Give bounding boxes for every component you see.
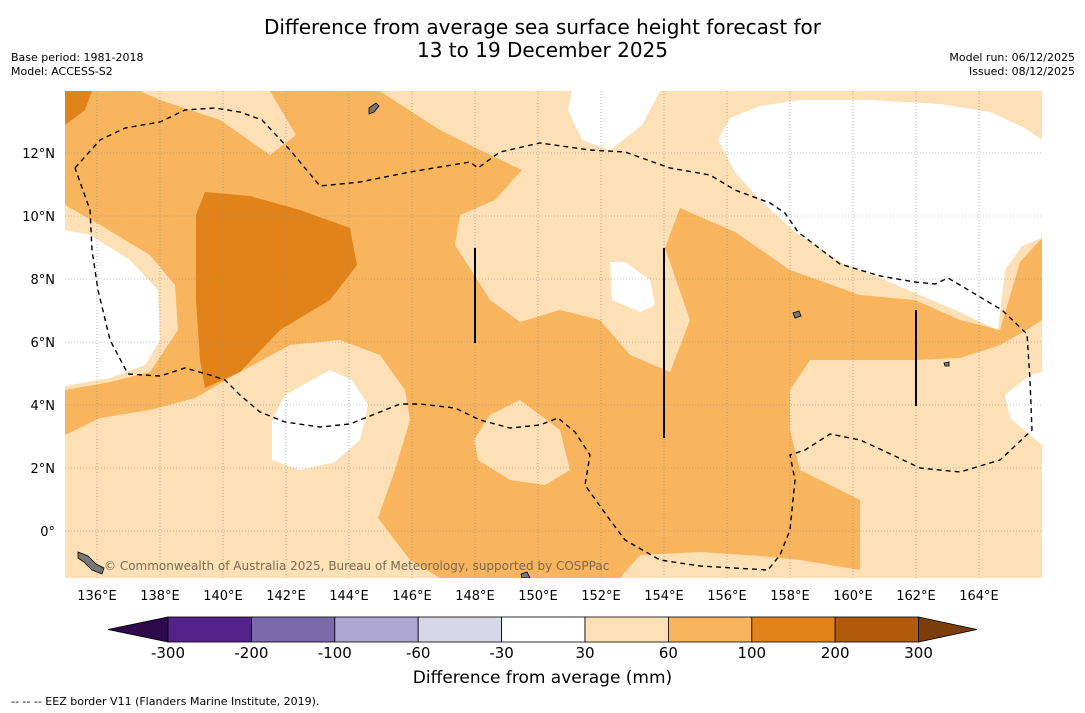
lon-tick-label: 146°E <box>392 589 432 604</box>
issued-date: Issued: 08/12/2025 <box>968 65 1075 78</box>
meta-right: Model run: 06/12/2025 Issued: 08/12/2025 <box>949 51 1075 79</box>
colorbar: -300 -200 -100 -60 -30 30 60 100 200 300 <box>107 616 978 662</box>
anomaly-band-dark <box>196 192 357 388</box>
map-field: © Commonwealth of Australia 2025, Bureau… <box>65 91 1042 578</box>
colorbar-tick-label: 60 <box>659 644 678 662</box>
island <box>943 361 950 367</box>
island <box>792 310 802 319</box>
lon-tick-label: 164°E <box>959 589 999 604</box>
colorbar-tick-label: -200 <box>234 644 268 662</box>
eez-border <box>74 107 1033 571</box>
colorbar-segment <box>501 616 586 643</box>
lat-tick-label: 2°N <box>31 462 56 477</box>
anomaly-band-neutral <box>272 370 368 470</box>
colorbar-tick-label: 200 <box>821 644 850 662</box>
anomaly-band-neutral <box>610 262 655 312</box>
island <box>520 571 531 578</box>
lon-tick-label: 144°E <box>329 589 369 604</box>
lat-tick-label: 4°N <box>31 399 56 414</box>
lon-tick-label: 140°E <box>203 589 243 604</box>
colorbar-tick-label: -100 <box>318 644 352 662</box>
lon-tick-label: 136°E <box>77 589 117 604</box>
colorbar-segment <box>584 616 669 643</box>
colorbar-tick-label: -60 <box>406 644 431 662</box>
base-period: Base period: 1981-2018 <box>11 51 144 64</box>
lon-tick-label: 148°E <box>455 589 495 604</box>
lat-tick-label: 0° <box>40 525 55 540</box>
lon-tick-label: 142°E <box>266 589 306 604</box>
colorbar-tick-label: 30 <box>575 644 594 662</box>
lon-tick-label: 156°E <box>707 589 747 604</box>
anomaly-band-dark <box>65 91 92 125</box>
anomaly-band-neutral <box>718 100 1042 330</box>
colorbar-title: Difference from average (mm) <box>412 668 673 688</box>
anomaly-band-neutral <box>568 91 660 150</box>
lon-tick-label: 150°E <box>518 589 558 604</box>
lon-tick-label: 160°E <box>833 589 873 604</box>
model-run: Model run: 06/12/2025 <box>949 51 1075 64</box>
colorbar-under-arrow <box>107 616 169 643</box>
lon-tick-label: 162°E <box>896 589 936 604</box>
latitude-axis: 12°N 10°N 8°N 6°N 4°N 2°N 0° <box>22 147 55 540</box>
model-name: Model: ACCESS-S2 <box>11 65 113 78</box>
colorbar-over-arrow <box>918 616 978 643</box>
anomaly-band-light <box>620 552 880 578</box>
lat-tick-label: 10°N <box>22 210 55 225</box>
colorbar-segment <box>417 616 503 643</box>
chart-title-line-1: Difference from average sea surface heig… <box>263 15 822 39</box>
colorbar-segment <box>751 616 836 643</box>
island <box>77 551 105 575</box>
eez-legend-note: -- -- -- EEZ border V11 (Flanders Marine… <box>11 695 320 708</box>
colorbar-segment <box>250 616 336 643</box>
gridlines <box>65 91 1042 578</box>
colorbar-tick-label: -30 <box>489 644 514 662</box>
lon-tick-label: 138°E <box>140 589 180 604</box>
lat-tick-label: 12°N <box>22 147 55 162</box>
colorbar-tick-label: 100 <box>737 644 766 662</box>
colorbar-segment <box>167 616 252 643</box>
anomaly-band-light <box>140 91 296 155</box>
copyright-text: © Commonwealth of Australia 2025, Bureau… <box>104 559 609 573</box>
chart-title-line-2: 13 to 19 December 2025 <box>416 38 668 62</box>
lat-tick-label: 6°N <box>31 336 56 351</box>
anomaly-band-light <box>474 400 570 485</box>
anomaly-band-neutral <box>65 230 160 386</box>
anomaly-band-neutral <box>1005 372 1042 445</box>
colorbar-segment <box>668 616 753 643</box>
lon-tick-label: 154°E <box>644 589 684 604</box>
longitude-axis: 136°E 138°E 140°E 142°E 144°E 146°E 148°E 150°E… <box>77 589 999 604</box>
colorbar-tick-label: 300 <box>904 644 933 662</box>
lat-tick-label: 8°N <box>31 273 56 288</box>
meta-left: Base period: 1981-2018 Model: ACCESS-S2 <box>11 51 143 79</box>
colorbar-tick-label: -300 <box>151 644 185 662</box>
island <box>368 102 380 115</box>
colorbar-segment <box>834 616 920 643</box>
colorbar-segment <box>334 616 419 643</box>
lon-tick-label: 152°E <box>581 589 621 604</box>
lon-tick-label: 158°E <box>770 589 810 604</box>
